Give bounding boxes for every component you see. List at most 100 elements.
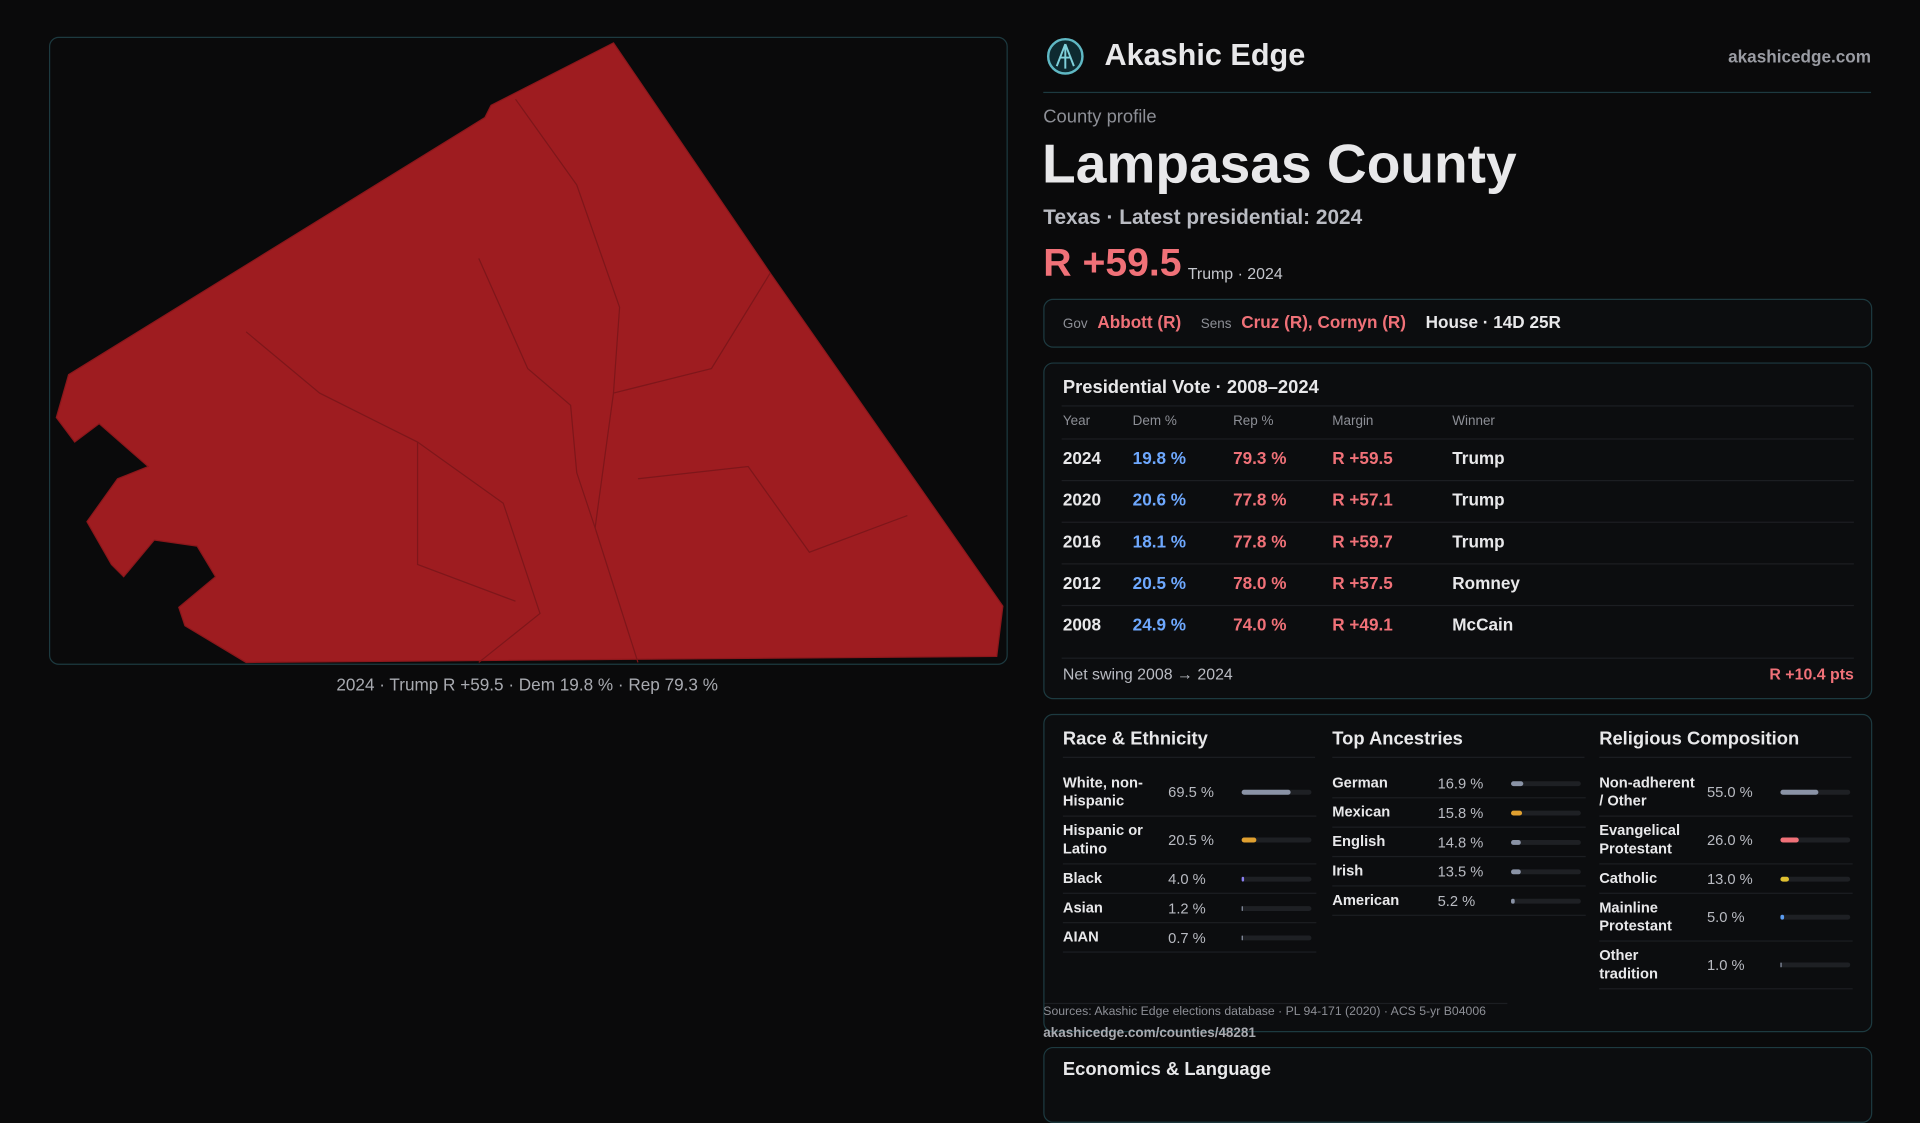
table-cell: 20.5 % bbox=[1132, 573, 1187, 593]
stat-name: Hispanic or Latino bbox=[1062, 821, 1143, 858]
stat-value: 69.5 % bbox=[1168, 783, 1214, 801]
officials: Gov Abbott (R) Sens Cruz (R), Cornyn (R) Hou… bbox=[1063, 312, 1561, 332]
column-header: Margin bbox=[1332, 413, 1374, 429]
bar bbox=[1241, 905, 1243, 911]
swing-value: R +10.4 pts bbox=[1769, 664, 1854, 684]
bar bbox=[1511, 810, 1523, 815]
map-caption: 2024 · Trump R +59.5 · Dem 19.8 % · Rep … bbox=[336, 674, 718, 695]
table-cell: 18.1 % bbox=[1132, 531, 1187, 552]
stat-value: 15.8 % bbox=[1437, 803, 1484, 822]
table-cell: R +49.1 bbox=[1332, 614, 1393, 635]
bar-track bbox=[1241, 905, 1312, 911]
site-link[interactable]: akashicedge.com bbox=[1728, 46, 1872, 67]
stat-value: 0.7 % bbox=[1168, 928, 1206, 946]
stat-row: White, non-Hispanic 69.5 % bbox=[1062, 769, 1317, 817]
county-shape bbox=[55, 42, 1004, 664]
bar bbox=[1241, 876, 1245, 882]
separator bbox=[1061, 657, 1854, 659]
table-cell: R +57.5 bbox=[1332, 573, 1393, 593]
column-header: Winner bbox=[1452, 413, 1495, 429]
separator bbox=[1061, 563, 1854, 565]
page: Lampasas County {"header": {"brand": "Ak… bbox=[48, 36, 1873, 1123]
separator bbox=[1044, 1002, 1508, 1005]
precinct-lines bbox=[245, 98, 908, 663]
stat-row: Mainline Protestant 5.0 % bbox=[1599, 894, 1853, 942]
bar-track bbox=[1241, 876, 1312, 882]
column: German 16.9 % Mexican 15.8 % English 14.8 % Ir… bbox=[1332, 769, 1586, 916]
separator bbox=[1062, 756, 1316, 758]
bar bbox=[1780, 962, 1782, 968]
stat-row: Evangelical Protestant 26.0 % bbox=[1599, 817, 1853, 865]
sources: Sources: Akashic Edge elections database… bbox=[1043, 1005, 1486, 1019]
table-cell: 2020 bbox=[1062, 489, 1102, 510]
bar-track bbox=[1780, 876, 1851, 882]
subtitle: Texas · Latest presidential: 2024 bbox=[1043, 205, 1363, 229]
bar-track bbox=[1780, 837, 1851, 843]
stat-row: American 5.2 % bbox=[1332, 887, 1586, 916]
column: White, non-Hispanic 69.5 % Hispanic or Lat… bbox=[1062, 769, 1317, 953]
stat-name: Asian bbox=[1062, 898, 1103, 916]
separator bbox=[1061, 405, 1854, 407]
stat-name: Evangelical Protestant bbox=[1599, 821, 1681, 858]
stat-name: Black bbox=[1062, 869, 1103, 887]
table-cell: 78.0 % bbox=[1233, 573, 1287, 593]
stat-row: AIAN 0.7 % bbox=[1062, 923, 1317, 953]
stat-row: Hispanic or Latino 20.5 % bbox=[1062, 817, 1317, 865]
stat-row: Mexican 15.8 % bbox=[1332, 798, 1586, 828]
stat-row: Irish 13.5 % bbox=[1332, 857, 1586, 887]
officials-box: Gov Abbott (R) Sens Cruz (R), Cornyn (R) Hou… bbox=[1043, 298, 1873, 348]
bar-track bbox=[1780, 789, 1851, 795]
table-cell: 74.0 % bbox=[1233, 614, 1287, 635]
stat-row: German 16.9 % bbox=[1332, 769, 1586, 799]
stat-value: 1.0 % bbox=[1706, 956, 1745, 974]
official-names: Abbott (R) bbox=[1097, 312, 1182, 332]
table-cell: 2024 bbox=[1062, 448, 1102, 468]
stage: 2024 · Trump R +59.5 · Dem 19.8 % · Rep … bbox=[48, 36, 1873, 1123]
stat-name: American bbox=[1332, 891, 1400, 909]
table-cell: McCain bbox=[1452, 614, 1514, 635]
kicker: County profile bbox=[1043, 106, 1157, 128]
bar bbox=[1511, 839, 1522, 845]
separator bbox=[1061, 521, 1854, 523]
stat-value: 16.9 % bbox=[1437, 774, 1484, 792]
stat-value: 14.8 % bbox=[1437, 833, 1484, 851]
economics-box: Economics & Language bbox=[1043, 1046, 1873, 1123]
demographics-box: Race & Ethnicity White, non-Hispanic 69.5 … bbox=[1043, 713, 1873, 1033]
separator bbox=[1599, 756, 1852, 758]
source-url[interactable]: akashicedge.com/counties/48281 bbox=[1043, 1026, 1256, 1041]
headline-margin: R +59.5 bbox=[1043, 240, 1182, 285]
column-header: Rep % bbox=[1233, 413, 1274, 429]
bar-track bbox=[1241, 789, 1312, 795]
presidential-box: Presidential Vote · 2008–2024 Net swing … bbox=[1043, 362, 1873, 700]
table-cell: Trump bbox=[1452, 489, 1505, 510]
stat-name: Non-adherent / Other bbox=[1599, 773, 1695, 810]
table-cell: Trump bbox=[1452, 448, 1505, 468]
stat-name: Mainline Protestant bbox=[1599, 898, 1672, 935]
table-cell: 24.9 % bbox=[1132, 614, 1187, 635]
section-title: Race & Ethnicity bbox=[1062, 728, 1208, 750]
separator bbox=[1332, 756, 1585, 758]
bar bbox=[1241, 837, 1256, 843]
column-header: Dem % bbox=[1132, 413, 1177, 429]
map-panel bbox=[48, 36, 1008, 665]
county-map bbox=[55, 42, 1004, 664]
official-names: Cruz (R), Cornyn (R) bbox=[1241, 312, 1407, 332]
table-cell: 2016 bbox=[1062, 531, 1102, 552]
bar bbox=[1241, 789, 1291, 795]
table-cell: R +59.7 bbox=[1332, 531, 1393, 552]
bar bbox=[1780, 914, 1784, 920]
table-cell: Romney bbox=[1452, 573, 1520, 593]
stat-value: 26.0 % bbox=[1706, 831, 1753, 849]
stat-name: White, non-Hispanic bbox=[1062, 773, 1143, 810]
table-cell: 20.6 % bbox=[1132, 489, 1187, 510]
official-role: Gov bbox=[1062, 317, 1088, 332]
bar bbox=[1511, 868, 1521, 874]
table-cell: 2008 bbox=[1062, 614, 1102, 635]
stat-row: Catholic 13.0 % bbox=[1599, 864, 1853, 894]
stat-row: Black 4.0 % bbox=[1062, 864, 1317, 894]
margin-note: Trump · 2024 bbox=[1187, 264, 1283, 283]
stat-value: 55.0 % bbox=[1706, 783, 1753, 801]
stat-value: 13.5 % bbox=[1437, 862, 1484, 880]
table-cell: 79.3 % bbox=[1233, 448, 1287, 468]
stat-name: Other tradition bbox=[1599, 946, 1658, 983]
